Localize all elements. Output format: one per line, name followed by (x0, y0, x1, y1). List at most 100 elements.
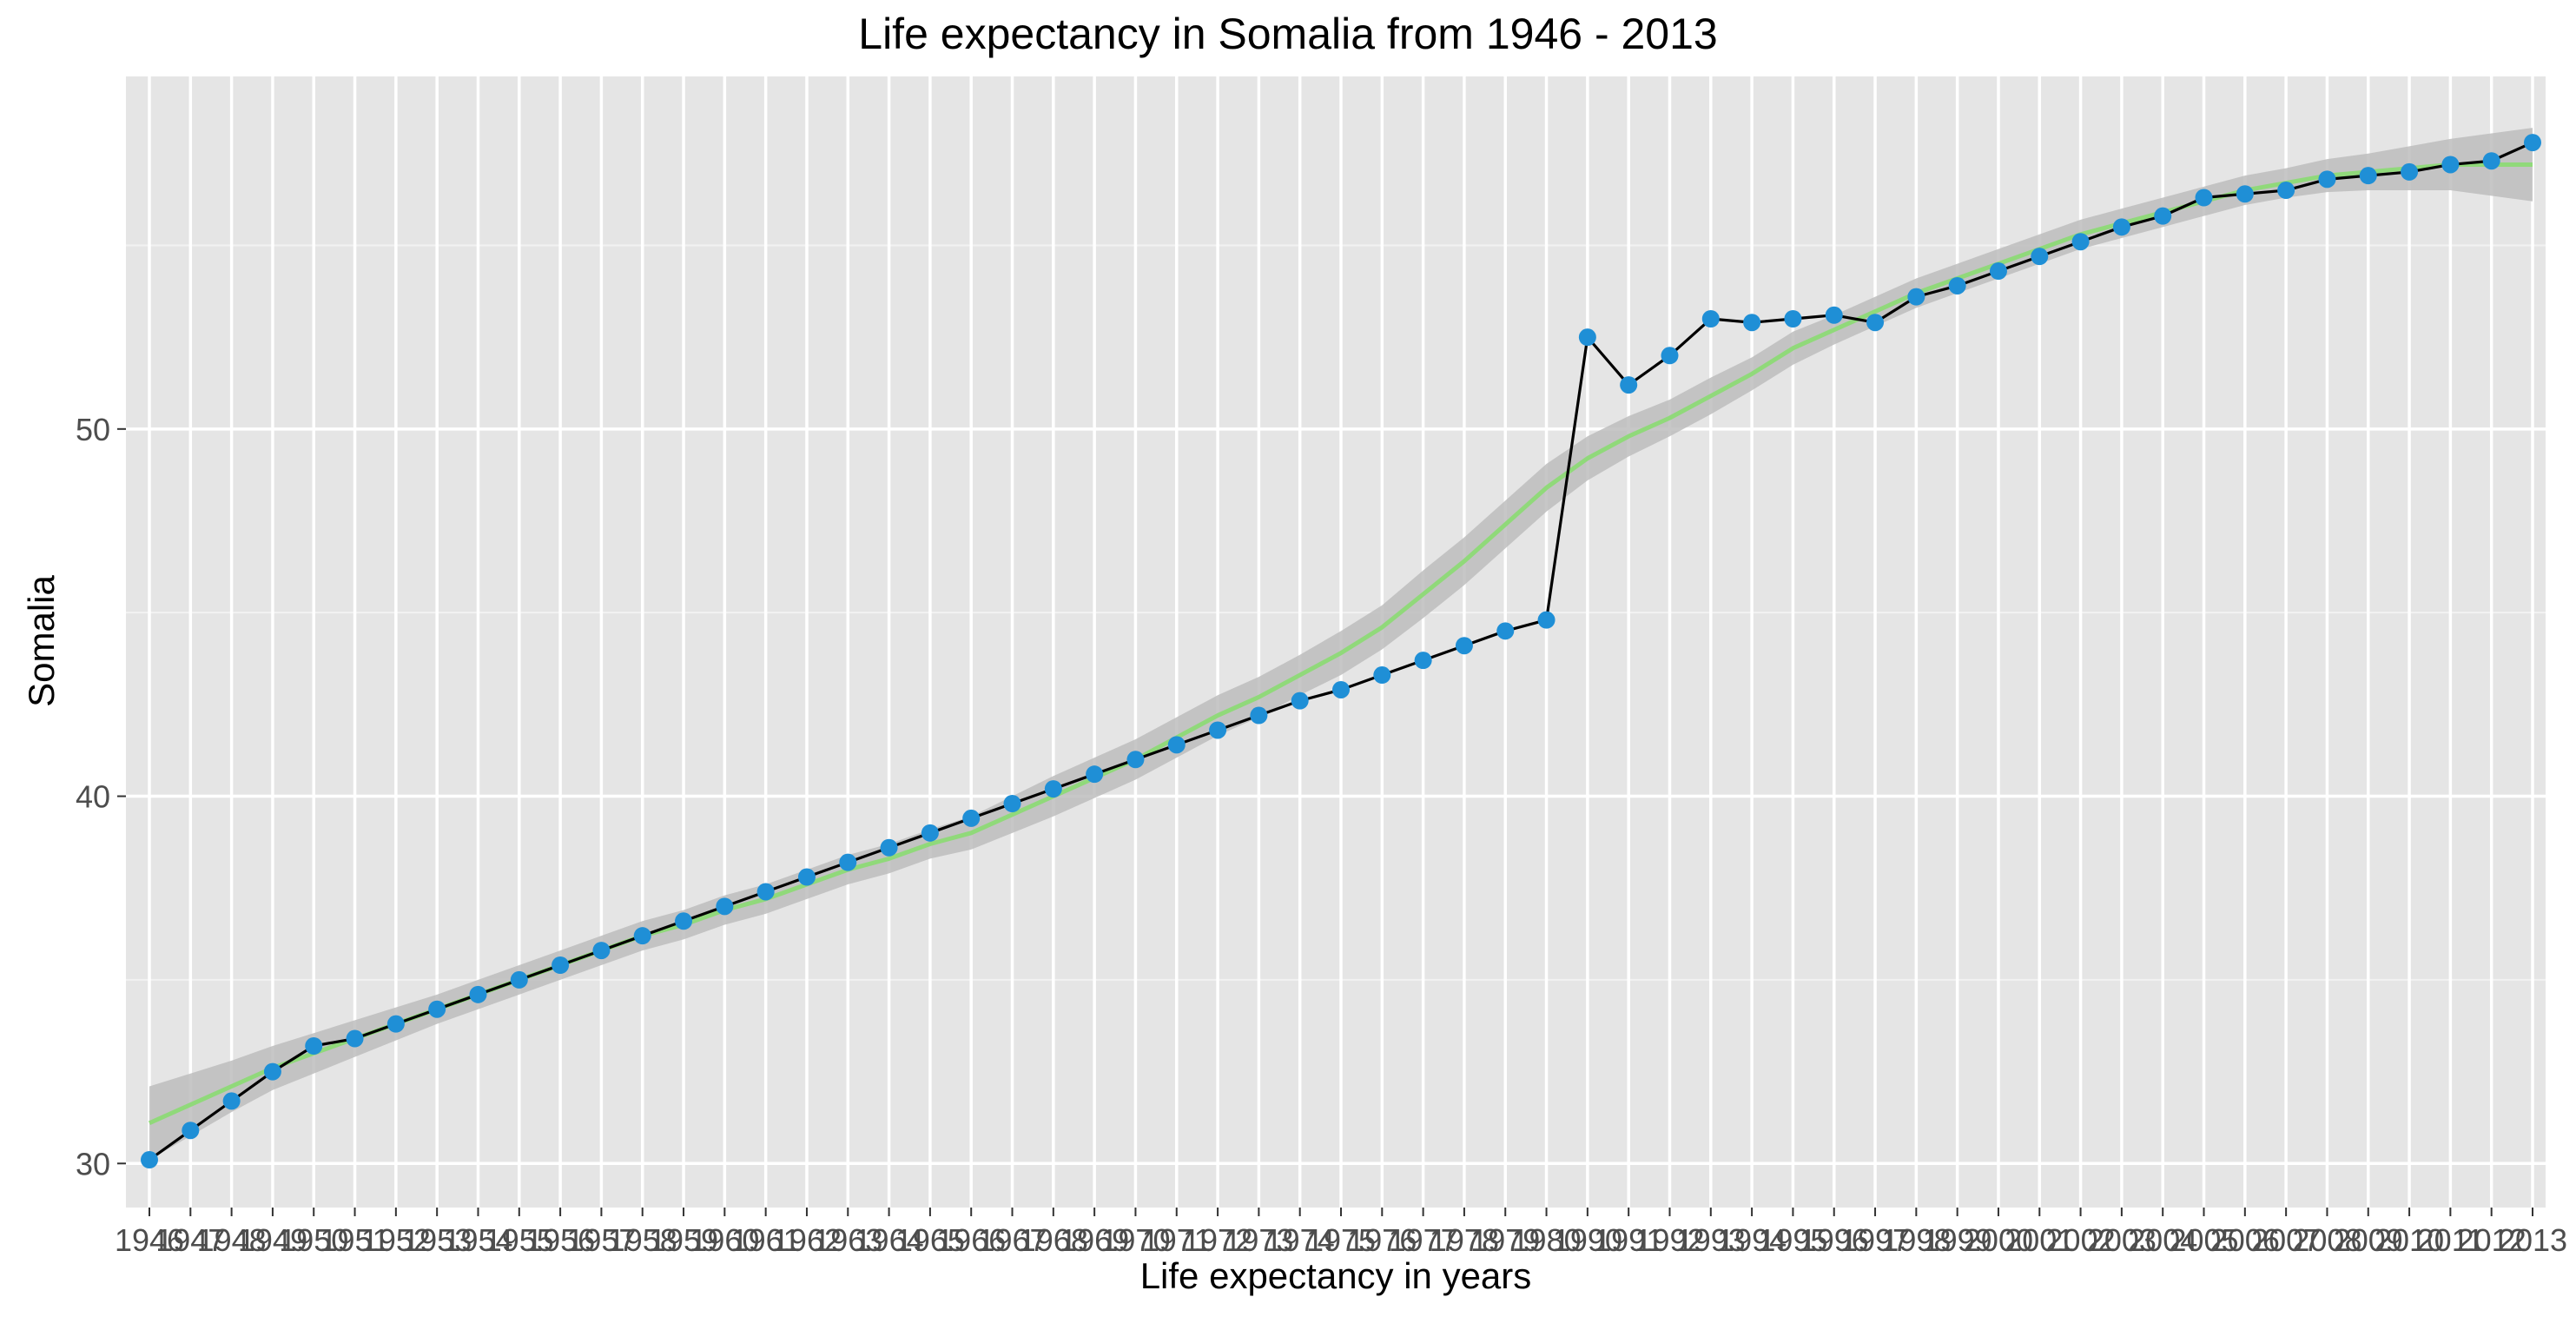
data-point (552, 956, 570, 974)
data-point (1825, 306, 1843, 324)
x-tick-label: 2005 (2169, 1222, 2238, 1258)
x-tick-label: 1966 (936, 1222, 1006, 1258)
data-point (2401, 162, 2419, 181)
x-tick-label: 1961 (731, 1222, 801, 1258)
x-axis-ticks: 1946194719481949195019511952195319541955… (115, 1208, 2567, 1258)
x-tick-label: 1962 (772, 1222, 842, 1258)
x-tick-label: 1978 (1430, 1222, 1499, 1258)
data-point (1332, 680, 1350, 698)
data-point (510, 970, 528, 989)
data-point (2071, 233, 2090, 251)
data-point (1907, 288, 1925, 306)
x-tick-label: 1996 (1800, 1222, 1869, 1258)
data-point (1701, 310, 1720, 328)
data-point (263, 1062, 281, 1081)
data-point (797, 868, 816, 886)
data-point (962, 809, 981, 827)
y-tick-label: 50 (76, 412, 110, 447)
data-point (1209, 721, 1227, 739)
data-point (716, 897, 734, 916)
x-tick-label: 2001 (2005, 1222, 2074, 1258)
x-tick-label: 2008 (2292, 1222, 2361, 1258)
x-tick-label: 1995 (1758, 1222, 1827, 1258)
data-point (1250, 706, 1268, 725)
x-tick-label: 2009 (2334, 1222, 2403, 1258)
x-tick-label: 1997 (1840, 1222, 1910, 1258)
chart-title: Life expectancy in Somalia from 1946 - 2… (858, 10, 1718, 58)
data-point (1291, 692, 1309, 710)
data-point (2524, 134, 2541, 152)
x-tick-label: 2011 (2417, 1222, 2484, 1258)
x-tick-label: 1993 (1676, 1222, 1746, 1258)
x-tick-label: 1949 (238, 1222, 307, 1258)
data-point (1620, 376, 1638, 394)
data-point (633, 927, 651, 945)
data-point (2359, 167, 2377, 185)
data-point (1537, 611, 1556, 629)
x-tick-label: 1991 (1594, 1222, 1663, 1258)
data-point (1784, 310, 1802, 328)
data-point (222, 1092, 241, 1110)
x-tick-label: 1967 (977, 1222, 1047, 1258)
x-tick-label: 1979 (1470, 1222, 1540, 1258)
x-tick-label: 1950 (279, 1222, 348, 1258)
data-point (1743, 314, 1761, 332)
x-tick-label: 1973 (1224, 1222, 1293, 1258)
data-point (182, 1122, 200, 1140)
data-point (1661, 347, 1679, 365)
data-point (1866, 314, 1885, 332)
data-point (1044, 780, 1062, 798)
x-tick-label: 2012 (2457, 1222, 2526, 1258)
confidence-band-area (149, 128, 2533, 1161)
y-axis-title: Somalia (21, 574, 62, 706)
x-tick-label: 1974 (1265, 1222, 1335, 1258)
x-tick-label: 1963 (813, 1222, 882, 1258)
x-tick-label: 1946 (115, 1222, 184, 1258)
data-point (1086, 765, 1104, 784)
data-point (428, 1000, 446, 1018)
data-point (1455, 637, 1473, 655)
confidence-band (149, 128, 2533, 1161)
x-tick-label: 1965 (895, 1222, 965, 1258)
x-tick-label: 1994 (1717, 1222, 1787, 1258)
x-tick-label: 1998 (1881, 1222, 1951, 1258)
x-tick-label: 2004 (2128, 1222, 2197, 1258)
data-point (921, 824, 939, 842)
x-tick-label: 1958 (608, 1222, 677, 1258)
x-tick-label: 2003 (2087, 1222, 2157, 1258)
y-axis-ticks: 30 40 50 (76, 412, 126, 1181)
data-point (756, 883, 775, 901)
data-point (1989, 262, 2007, 281)
x-tick-label: 1970 (1100, 1222, 1170, 1258)
data-point (2277, 182, 2295, 200)
data-point (2482, 152, 2500, 170)
x-tick-label: 1975 (1306, 1222, 1376, 1258)
data-point (346, 1029, 364, 1048)
x-tick-label: 2010 (2375, 1222, 2444, 1258)
data-point (1496, 622, 1515, 640)
x-tick-label: 1999 (1923, 1222, 1992, 1258)
x-tick-label: 1968 (1019, 1222, 1088, 1258)
data-point (1578, 328, 1596, 347)
x-tick-label: 1947 (155, 1222, 225, 1258)
data-point (141, 1151, 158, 1169)
x-tick-label: 1977 (1389, 1222, 1458, 1258)
data-point (469, 985, 487, 1003)
x-tick-label: 2002 (2046, 1222, 2116, 1258)
data-point (1167, 736, 1186, 754)
x-tick-label: 1971 (1142, 1222, 1212, 1258)
x-tick-label: 1969 (1060, 1222, 1129, 1258)
x-tick-label: 1964 (855, 1222, 924, 1258)
data-point (386, 1015, 405, 1033)
data-point (592, 942, 611, 960)
data-point (839, 853, 857, 871)
data-point (2031, 248, 2049, 266)
data-point (305, 1037, 323, 1055)
data-point (2112, 218, 2130, 236)
x-tick-label: 1972 (1183, 1222, 1252, 1258)
y-tick-label: 40 (76, 779, 110, 815)
data-point (2236, 185, 2254, 203)
x-tick-label: 1951 (320, 1222, 390, 1258)
x-tick-label: 1960 (690, 1222, 759, 1258)
